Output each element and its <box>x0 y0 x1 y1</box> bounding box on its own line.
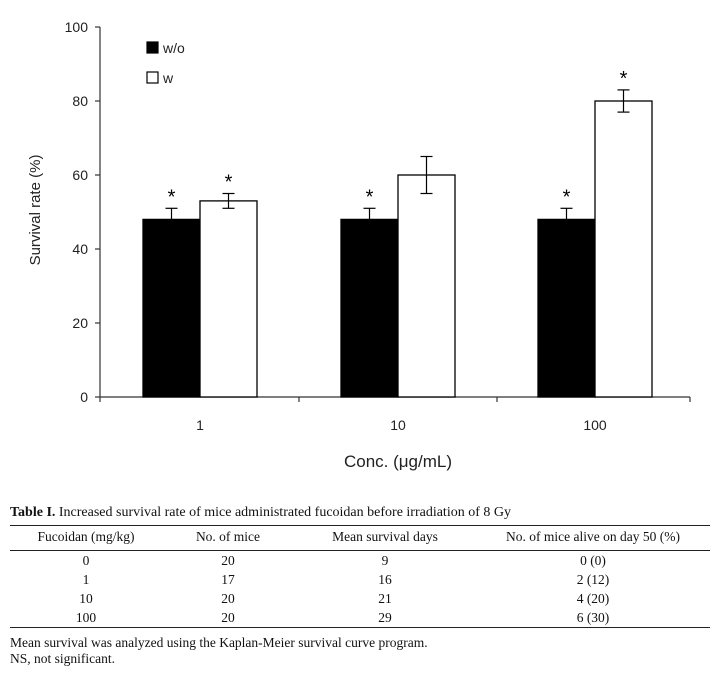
table-row: 100 20 29 6 (30) <box>10 608 710 628</box>
table-caption: Table I. Increased survival rate of mice… <box>10 505 710 521</box>
y-axis: 0 20 40 60 80 100 <box>65 19 101 405</box>
y-tick-label: 0 <box>80 389 88 405</box>
x-tick-label: 1 <box>196 417 204 433</box>
table-block: Table I. Increased survival rate of mice… <box>10 505 710 667</box>
survival-table: Fucoidan (mg/kg) No. of mice Mean surviv… <box>10 525 710 628</box>
y-tick-label: 100 <box>65 19 89 35</box>
legend-label-w: w <box>162 70 174 86</box>
table-cell: 9 <box>381 553 389 568</box>
table-cell: 0 <box>82 553 90 568</box>
significance-star: * <box>168 186 176 208</box>
table-cell: 4 (20) <box>576 591 610 606</box>
table-cell: 20 <box>221 553 235 568</box>
table-cell: 10 <box>79 591 93 606</box>
legend-swatch-wo <box>146 41 159 54</box>
y-tick-label: 40 <box>72 241 88 257</box>
table-cell: 16 <box>378 572 392 587</box>
header-fucoidan: Fucoidan (mg/kg) <box>37 529 135 544</box>
y-axis-label: Survival rate (%) <box>27 155 44 266</box>
table-notes: Mean survival was analyzed using the Kap… <box>10 635 710 667</box>
legend: w/o w <box>146 40 185 86</box>
y-tick-label: 60 <box>72 167 88 183</box>
y-tick-label: 20 <box>72 315 88 331</box>
bar-wo-1 <box>142 218 201 398</box>
header-alive-day-50: No. of mice alive on day 50 (%) <box>506 529 680 544</box>
table-cell: 0 (0) <box>580 553 606 568</box>
table-cell: 20 <box>221 591 235 606</box>
bar-w-1 <box>199 200 258 398</box>
header-no-of-mice: No. of mice <box>195 529 261 544</box>
x-tick-label: 100 <box>583 417 607 433</box>
significance-star: * <box>563 186 571 208</box>
table-cell: 1 <box>82 572 90 587</box>
table-row: 0 20 9 0 (0) <box>10 551 710 571</box>
table-header-row: Fucoidan (mg/kg) No. of mice Mean surviv… <box>10 525 710 551</box>
legend-swatch-w <box>146 71 159 84</box>
table-cell: 29 <box>378 610 392 625</box>
bar-wo-100 <box>537 218 596 398</box>
table-row: 1 17 16 2 (12) <box>10 570 710 589</box>
table-note: Mean survival was analyzed using the Kap… <box>10 635 428 650</box>
bar-w-10 <box>397 174 456 398</box>
bar-w-100 <box>594 100 653 398</box>
table-cell: 2 (12) <box>576 572 610 587</box>
table-cell: 20 <box>221 610 235 625</box>
table-cell: 17 <box>221 572 235 587</box>
bar-chart: 0 20 40 60 80 100 1 10 100 * * * * * w/o w Survival … <box>27 19 691 471</box>
bars: * * * * * <box>142 68 653 398</box>
table-cell: 21 <box>378 591 392 606</box>
table-cell: 6 (30) <box>576 610 610 625</box>
table-label: Table I. <box>10 505 56 520</box>
x-axis: 1 10 100 <box>99 396 691 433</box>
x-axis-label: Conc. (μg/mL) <box>344 452 452 471</box>
table-note: NS, not significant. <box>10 651 115 666</box>
header-mean-survival-days: Mean survival days <box>332 529 438 544</box>
table-caption-text: Increased survival rate of mice administ… <box>58 505 511 520</box>
table-row: 10 20 21 4 (20) <box>10 589 710 608</box>
x-tick-label: 10 <box>390 417 406 433</box>
table-cell: 100 <box>75 610 97 625</box>
y-tick-label: 80 <box>72 93 88 109</box>
significance-star: * <box>620 68 628 90</box>
significance-star: * <box>366 186 374 208</box>
bar-wo-10 <box>340 218 399 398</box>
significance-star: * <box>225 172 233 194</box>
legend-label-wo: w/o <box>162 40 185 56</box>
